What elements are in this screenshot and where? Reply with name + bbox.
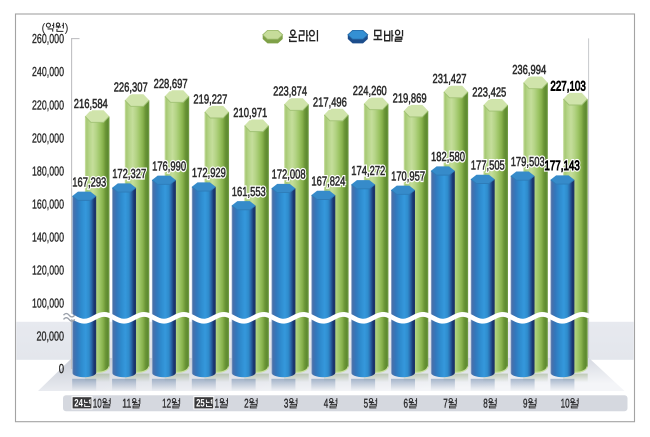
svg-text:179,503: 179,503 (511, 154, 545, 169)
svg-text:12: 12 (162, 396, 171, 410)
svg-text:172,327: 172,327 (112, 166, 146, 181)
svg-text:10: 10 (561, 396, 570, 410)
svg-text:226,307: 226,307 (114, 80, 148, 95)
svg-text:177,143: 177,143 (544, 158, 579, 173)
svg-text:224,260: 224,260 (353, 83, 387, 98)
svg-text:161,553: 161,553 (232, 184, 266, 199)
svg-text:176,990: 176,990 (152, 158, 186, 173)
svg-text:177,505: 177,505 (471, 158, 505, 173)
svg-text:25: 25 (196, 397, 205, 409)
svg-text:224,260: 224,260 (353, 83, 387, 98)
svg-text:174,272: 174,272 (351, 163, 385, 178)
svg-text:210,971: 210,971 (233, 105, 267, 120)
svg-text:182,580: 182,580 (431, 149, 465, 164)
svg-text:240,000: 240,000 (32, 64, 64, 79)
svg-text:24: 24 (74, 397, 83, 409)
svg-text:227,103: 227,103 (550, 78, 585, 93)
svg-text:223,874: 223,874 (273, 84, 307, 99)
svg-text:3: 3 (284, 396, 289, 410)
svg-text:8: 8 (483, 396, 488, 410)
svg-text:182,580: 182,580 (431, 149, 465, 164)
svg-text:223,425: 223,425 (472, 85, 506, 100)
svg-text:228,697: 228,697 (154, 76, 188, 91)
svg-text:174,272: 174,272 (351, 163, 385, 178)
svg-text:167,824: 167,824 (311, 174, 345, 189)
svg-text:172,008: 172,008 (272, 167, 306, 182)
svg-text:177,143: 177,143 (544, 158, 579, 173)
svg-text:172,327: 172,327 (112, 166, 146, 181)
svg-text:11: 11 (122, 396, 131, 410)
svg-text:100,000: 100,000 (32, 295, 64, 310)
svg-text:228,697: 228,697 (154, 76, 188, 91)
svg-text:167,293: 167,293 (72, 174, 106, 189)
svg-text:219,227: 219,227 (193, 91, 227, 106)
svg-text:120,000: 120,000 (32, 262, 64, 277)
svg-text:172,008: 172,008 (272, 167, 306, 182)
svg-text:210,971: 210,971 (233, 105, 267, 120)
svg-text:179,503: 179,503 (511, 154, 545, 169)
svg-text:170,957: 170,957 (391, 168, 425, 183)
svg-text:160,000: 160,000 (32, 196, 64, 211)
svg-text:140,000: 140,000 (32, 229, 64, 244)
svg-text:216,584: 216,584 (74, 96, 108, 111)
svg-text:5: 5 (364, 396, 369, 410)
svg-text:1: 1 (215, 396, 220, 410)
svg-text:170,957: 170,957 (391, 168, 425, 183)
svg-text:177,505: 177,505 (471, 158, 505, 173)
svg-text:219,869: 219,869 (393, 90, 427, 105)
svg-text:227,103: 227,103 (550, 78, 585, 93)
svg-text:226,307: 226,307 (114, 80, 148, 95)
svg-text:223,425: 223,425 (472, 85, 506, 100)
svg-text:260,000: 260,000 (32, 31, 64, 46)
svg-text:219,869: 219,869 (393, 90, 427, 105)
svg-text:231,427: 231,427 (433, 71, 467, 86)
svg-text:219,227: 219,227 (193, 91, 227, 106)
svg-text:0: 0 (59, 361, 64, 376)
svg-text:231,427: 231,427 (433, 71, 467, 86)
svg-text:2: 2 (244, 396, 249, 410)
svg-text:236,994: 236,994 (512, 62, 546, 77)
svg-text:167,824: 167,824 (311, 174, 345, 189)
svg-text:172,929: 172,929 (192, 165, 226, 180)
svg-text:7: 7 (443, 396, 448, 410)
svg-text:223,874: 223,874 (273, 84, 307, 99)
svg-text:217,496: 217,496 (313, 94, 347, 109)
svg-text:172,929: 172,929 (192, 165, 226, 180)
svg-text:9: 9 (523, 396, 528, 410)
svg-text:180,000: 180,000 (32, 163, 64, 178)
svg-text:(: ( (42, 23, 46, 35)
svg-text:236,994: 236,994 (512, 62, 546, 77)
svg-text:161,553: 161,553 (232, 184, 266, 199)
svg-text:167,293: 167,293 (72, 174, 106, 189)
svg-text:220,000: 220,000 (32, 97, 64, 112)
svg-text:20,000: 20,000 (37, 328, 65, 343)
svg-text:): ) (65, 23, 69, 35)
svg-text:4: 4 (324, 396, 329, 410)
svg-text:10: 10 (93, 396, 102, 410)
svg-text:200,000: 200,000 (32, 130, 64, 145)
svg-text:176,990: 176,990 (152, 158, 186, 173)
svg-text:216,584: 216,584 (74, 96, 108, 111)
svg-text:6: 6 (404, 396, 409, 410)
svg-text:217,496: 217,496 (313, 94, 347, 109)
